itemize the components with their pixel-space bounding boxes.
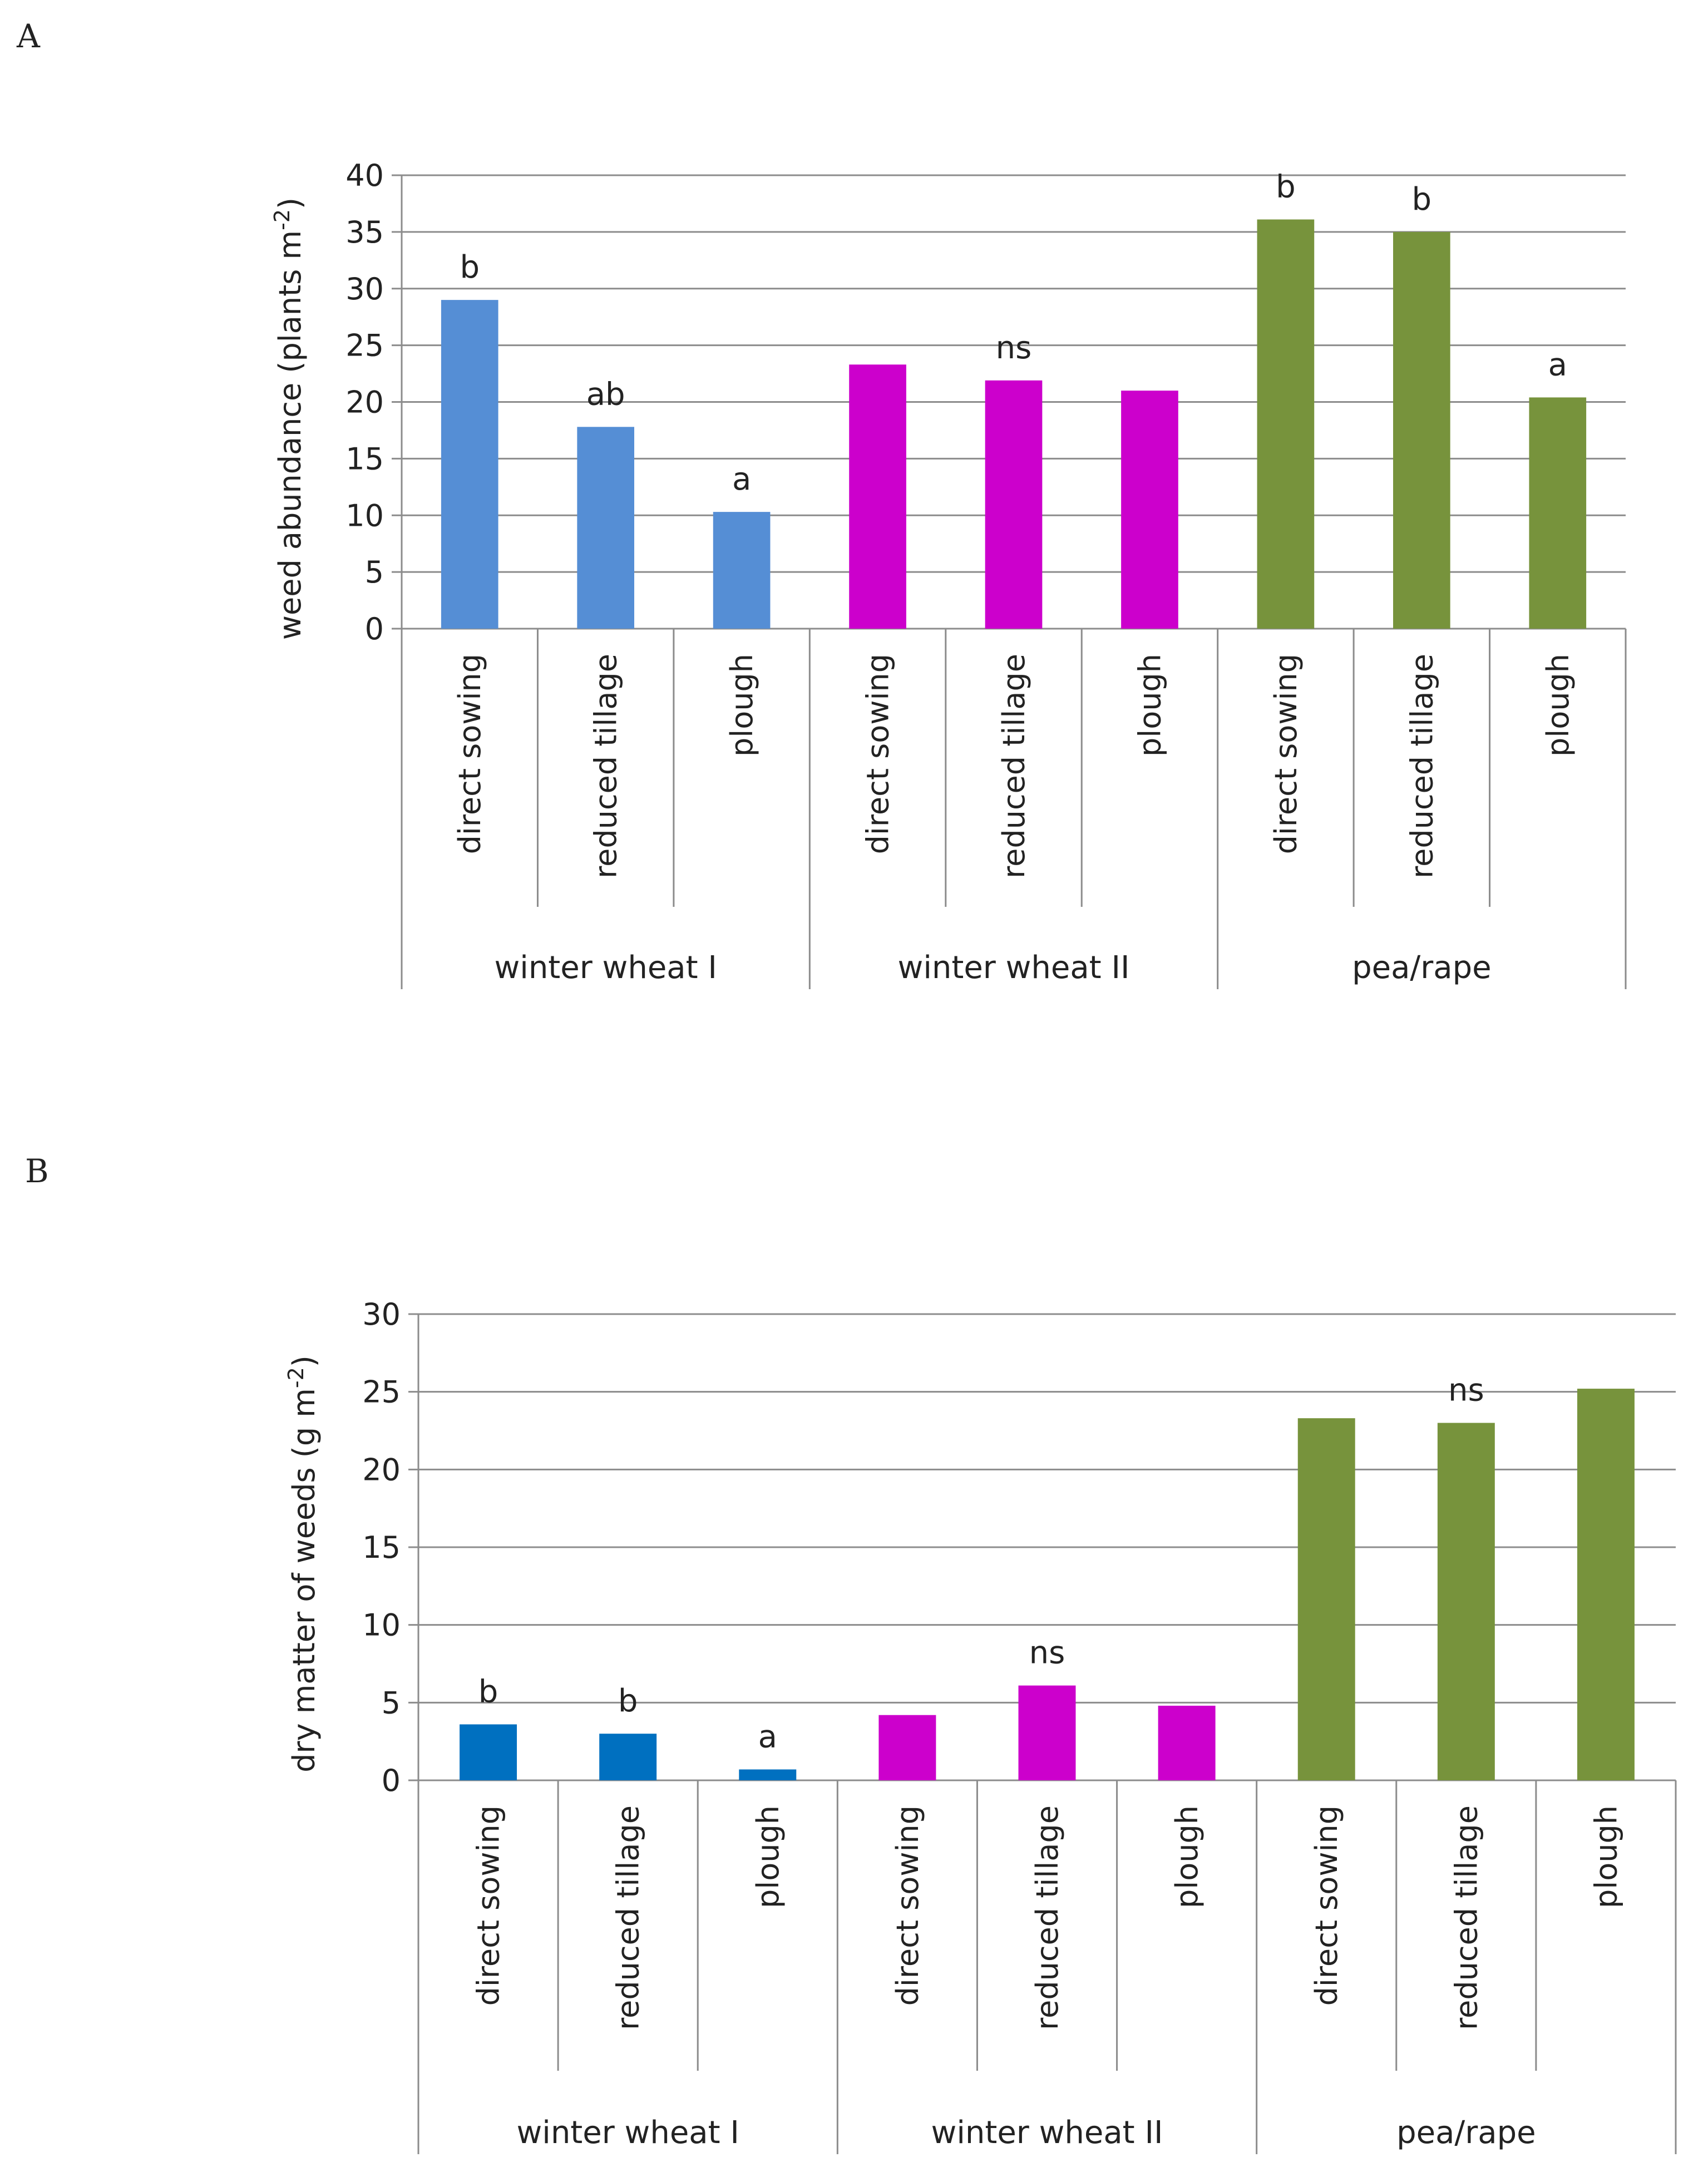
chart-b-dry-matter: 0 5 10 15 20 25 30 b direct sowing b reduced tilla… <box>284 1297 1677 2154</box>
y-tick-label: 10 <box>362 1608 401 1643</box>
category-label: direct sowing <box>452 654 487 854</box>
category-label: direct sowing <box>1309 1805 1344 2006</box>
category-label: direct sowing <box>1268 654 1304 854</box>
bar <box>1393 231 1450 629</box>
bar <box>1297 1418 1355 1780</box>
y-tick-label: 30 <box>362 1297 401 1332</box>
bar <box>849 364 906 629</box>
y-axis-title-superscript: -2 <box>284 1367 308 1388</box>
significance-label: ns <box>996 330 1032 366</box>
group-label: pea/rape <box>1352 950 1492 986</box>
y-tick-label: 20 <box>345 385 384 420</box>
y-axis-title-superscript: -2 <box>270 209 294 230</box>
panel-b-letter: B <box>25 1152 49 1190</box>
significance-label: ns <box>1029 1635 1065 1671</box>
category-label: reduced tillage <box>1404 654 1439 878</box>
y-tick-label: 15 <box>345 441 384 476</box>
category-label: plough <box>1541 654 1576 757</box>
bar <box>441 300 498 629</box>
y-tick-label: 25 <box>362 1375 401 1410</box>
category-label: plough <box>1169 1805 1205 1908</box>
y-tick-label: 10 <box>345 498 384 533</box>
bar <box>985 380 1043 629</box>
y-tick-label: 20 <box>362 1452 401 1487</box>
bar <box>1437 1423 1495 1780</box>
category-label: reduced tillage <box>1449 1805 1484 2030</box>
y-tick-label: 40 <box>345 158 384 193</box>
panel-a-letter: A <box>16 17 41 55</box>
significance-label: a <box>758 1719 777 1755</box>
category-label: reduced tillage <box>996 654 1031 878</box>
category-label: direct sowing <box>861 654 896 854</box>
category-label: direct sowing <box>890 1805 925 2006</box>
category-label: plough <box>751 1805 786 1908</box>
significance-label: b <box>478 1673 498 1710</box>
y-tick-label: 15 <box>362 1530 401 1565</box>
bar <box>1158 1705 1216 1780</box>
significance-label: b <box>460 249 480 285</box>
y-tick-label: 0 <box>365 611 384 646</box>
significance-label: b <box>1276 169 1296 205</box>
y-tick-label: 0 <box>382 1763 401 1798</box>
y-tick-label: 25 <box>345 328 384 363</box>
significance-label: b <box>1412 181 1432 218</box>
category-label: reduced tillage <box>611 1805 646 2030</box>
y-axis-title: weed abundance (plants m-2) <box>270 198 308 640</box>
category-label: reduced tillage <box>589 654 624 878</box>
y-tick-label: 30 <box>345 271 384 307</box>
bar <box>739 1769 797 1780</box>
y-axis-title-end: ) <box>273 198 308 209</box>
y-tick-label: 5 <box>382 1685 401 1720</box>
bar <box>460 1724 517 1780</box>
bar <box>1121 391 1178 629</box>
bar <box>713 512 771 629</box>
bar <box>1529 397 1587 629</box>
bar <box>1577 1389 1635 1780</box>
category-label: reduced tillage <box>1030 1805 1065 2030</box>
bar <box>1257 219 1315 629</box>
bar <box>599 1734 657 1780</box>
category-label: direct sowing <box>471 1805 506 2006</box>
group-label: winter wheat I <box>516 2115 739 2151</box>
significance-label: a <box>732 461 751 497</box>
significance-label: a <box>1548 347 1567 383</box>
y-tick-label: 5 <box>365 555 384 590</box>
y-axis-title-text: dry matter of weeds (g m <box>287 1388 322 1773</box>
bar <box>878 1715 936 1780</box>
category-label: plough <box>724 654 759 757</box>
significance-label: ns <box>1448 1373 1484 1409</box>
significance-label: b <box>618 1683 638 1719</box>
category-label: plough <box>1588 1805 1623 1908</box>
y-axis-title-end: ) <box>287 1355 322 1367</box>
group-label: winter wheat II <box>931 2115 1163 2151</box>
y-axis-title: dry matter of weeds (g m-2) <box>284 1355 322 1773</box>
bar <box>1018 1685 1076 1780</box>
significance-label: ab <box>586 376 625 412</box>
y-tick-label: 35 <box>345 215 384 250</box>
bar <box>577 427 634 629</box>
category-label: plough <box>1132 654 1167 757</box>
y-axis-title-text: weed abundance (plants m <box>273 230 308 640</box>
group-label: winter wheat II <box>898 950 1130 986</box>
group-label: pea/rape <box>1396 2115 1536 2151</box>
group-label: winter wheat I <box>494 950 717 986</box>
